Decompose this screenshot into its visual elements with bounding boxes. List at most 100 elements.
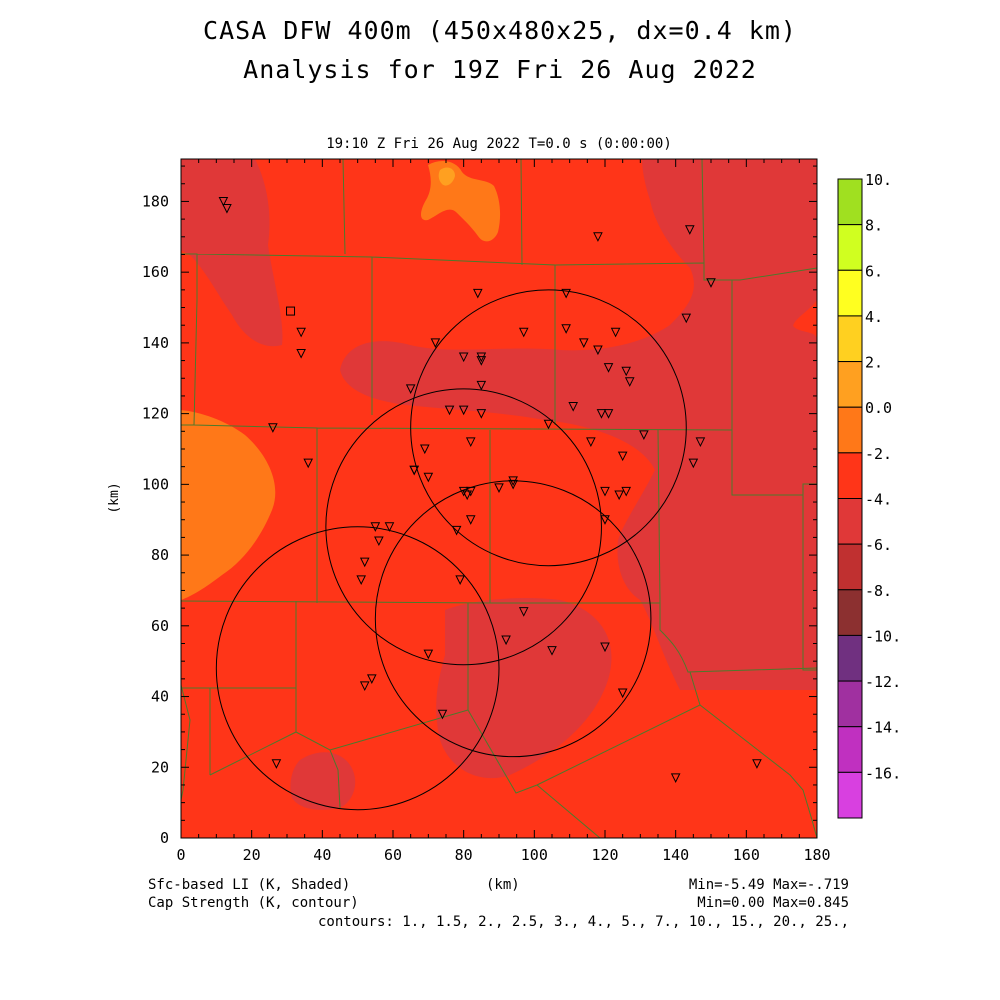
colorbar-swatch xyxy=(837,634,863,682)
station-layer xyxy=(218,196,762,783)
colorbar-label: -10. xyxy=(865,627,901,645)
colorbar-label: 8. xyxy=(865,217,883,235)
station-marker xyxy=(670,773,681,783)
colorbar-label: 6. xyxy=(865,262,883,280)
station-marker xyxy=(688,458,699,469)
colorbar-label: -8. xyxy=(865,582,892,600)
colorbar-swatch xyxy=(837,771,863,819)
colorbar-swatch xyxy=(837,680,863,728)
colorbar-label: -12. xyxy=(865,673,901,691)
contour-field-label: Cap Strength (K, contour) xyxy=(148,895,359,911)
station-marker xyxy=(476,380,487,391)
station-marker xyxy=(639,430,649,440)
station-marker xyxy=(476,409,487,419)
station-marker xyxy=(222,204,232,214)
colorbar-label: -6. xyxy=(865,536,892,554)
colorbar-label: -4. xyxy=(865,491,892,509)
station-marker xyxy=(451,525,462,536)
field-region-west-warm xyxy=(181,410,276,600)
station-marker xyxy=(370,522,381,532)
colorbar-label: -2. xyxy=(865,445,892,463)
colorbar-swatch xyxy=(837,224,863,271)
field-region-north-light xyxy=(438,167,455,186)
station-marker xyxy=(419,444,430,455)
y-tick-label: 80 xyxy=(151,546,169,564)
station-marker xyxy=(359,557,370,568)
colorbar-swatch xyxy=(837,315,863,363)
station-marker xyxy=(444,405,455,416)
x-tick-label: 120 xyxy=(591,846,618,864)
station-marker xyxy=(547,646,557,656)
axes-layer: 0 20 40 60 80 100 120 140 160 180 0 20 40 60 80 100 120 1… xyxy=(107,159,831,864)
station-marker xyxy=(271,759,282,769)
colorbar-swatch xyxy=(837,406,863,454)
x-tick-label: 140 xyxy=(662,846,689,864)
x-tick-label: 180 xyxy=(803,846,830,864)
field-region-nw xyxy=(181,159,283,347)
x-tick-label: 100 xyxy=(521,846,548,864)
station-marker xyxy=(218,196,229,207)
station-marker xyxy=(423,472,434,483)
y-tick-label: 0 xyxy=(160,829,169,847)
station-marker xyxy=(621,366,632,377)
field-region-south-blob xyxy=(290,752,356,810)
station-marker xyxy=(366,674,377,684)
station-marker xyxy=(508,479,518,490)
x-tick-label: 0 xyxy=(176,846,185,864)
colorbar-swatch xyxy=(837,178,863,226)
colorbar-swatch xyxy=(837,269,863,317)
station-marker xyxy=(384,522,395,532)
radar-range-ring xyxy=(410,289,687,567)
station-square-marker xyxy=(286,306,296,316)
station-marker xyxy=(543,419,554,430)
y-tick-label: 20 xyxy=(151,758,169,776)
station-marker xyxy=(465,515,476,525)
station-marker xyxy=(684,225,695,235)
x-tick-label: 40 xyxy=(313,846,331,864)
x-tick-label: 20 xyxy=(243,846,261,864)
colorbar-label: -16. xyxy=(865,764,901,782)
station-marker xyxy=(695,437,706,448)
chart-title: CASA DFW 400m (450x480x25, dx=0.4 km) xyxy=(203,16,797,45)
colorbar-swatch xyxy=(837,589,863,636)
station-marker xyxy=(374,536,384,547)
station-marker xyxy=(600,642,610,653)
station-marker xyxy=(600,515,610,525)
county-line xyxy=(181,159,817,425)
station-marker xyxy=(593,232,603,242)
station-marker xyxy=(303,458,314,469)
y-tick-label: 160 xyxy=(142,263,169,281)
station-marker xyxy=(617,688,628,699)
x-units-label: (km) xyxy=(486,877,520,893)
station-marker xyxy=(430,338,441,349)
contour-levels-label: contours: 1., 1.5, 2., 2.5, 3., 4., 5., … xyxy=(317,914,849,930)
station-marker xyxy=(465,437,476,448)
colorbar-swatch xyxy=(837,543,863,591)
station-marker xyxy=(561,324,571,334)
colorbar-label: 10. xyxy=(865,171,892,189)
station-marker xyxy=(624,377,635,387)
county-line xyxy=(181,671,817,838)
county-boundaries xyxy=(181,159,817,838)
y-tick-label: 120 xyxy=(142,405,169,423)
colorbar-swatch xyxy=(837,726,863,773)
colorbar: 10. 8. 6. 4. 2. 0.0 -2. -4. -6. -8. -10. -12. -14. -1… xyxy=(837,171,901,819)
station-marker xyxy=(561,288,571,299)
station-marker xyxy=(600,486,610,497)
station-marker xyxy=(568,402,579,412)
y-tick-label: 100 xyxy=(142,475,169,493)
chart-subtitle: Analysis for 19Z Fri 26 Aug 2022 xyxy=(243,55,757,84)
y-tick-label: 40 xyxy=(151,688,169,706)
x-tick-label: 160 xyxy=(733,846,760,864)
colorbar-label: -14. xyxy=(865,719,901,737)
colorbar-label: 4. xyxy=(865,308,883,326)
station-marker xyxy=(455,575,465,585)
station-marker xyxy=(578,338,589,349)
station-marker xyxy=(518,607,529,617)
colorbar-swatch xyxy=(837,498,863,545)
station-marker xyxy=(458,405,469,416)
y-tick-label: 180 xyxy=(142,192,169,210)
station-marker xyxy=(706,278,716,288)
field-region-ne xyxy=(340,159,817,690)
shaded-field xyxy=(181,159,817,838)
